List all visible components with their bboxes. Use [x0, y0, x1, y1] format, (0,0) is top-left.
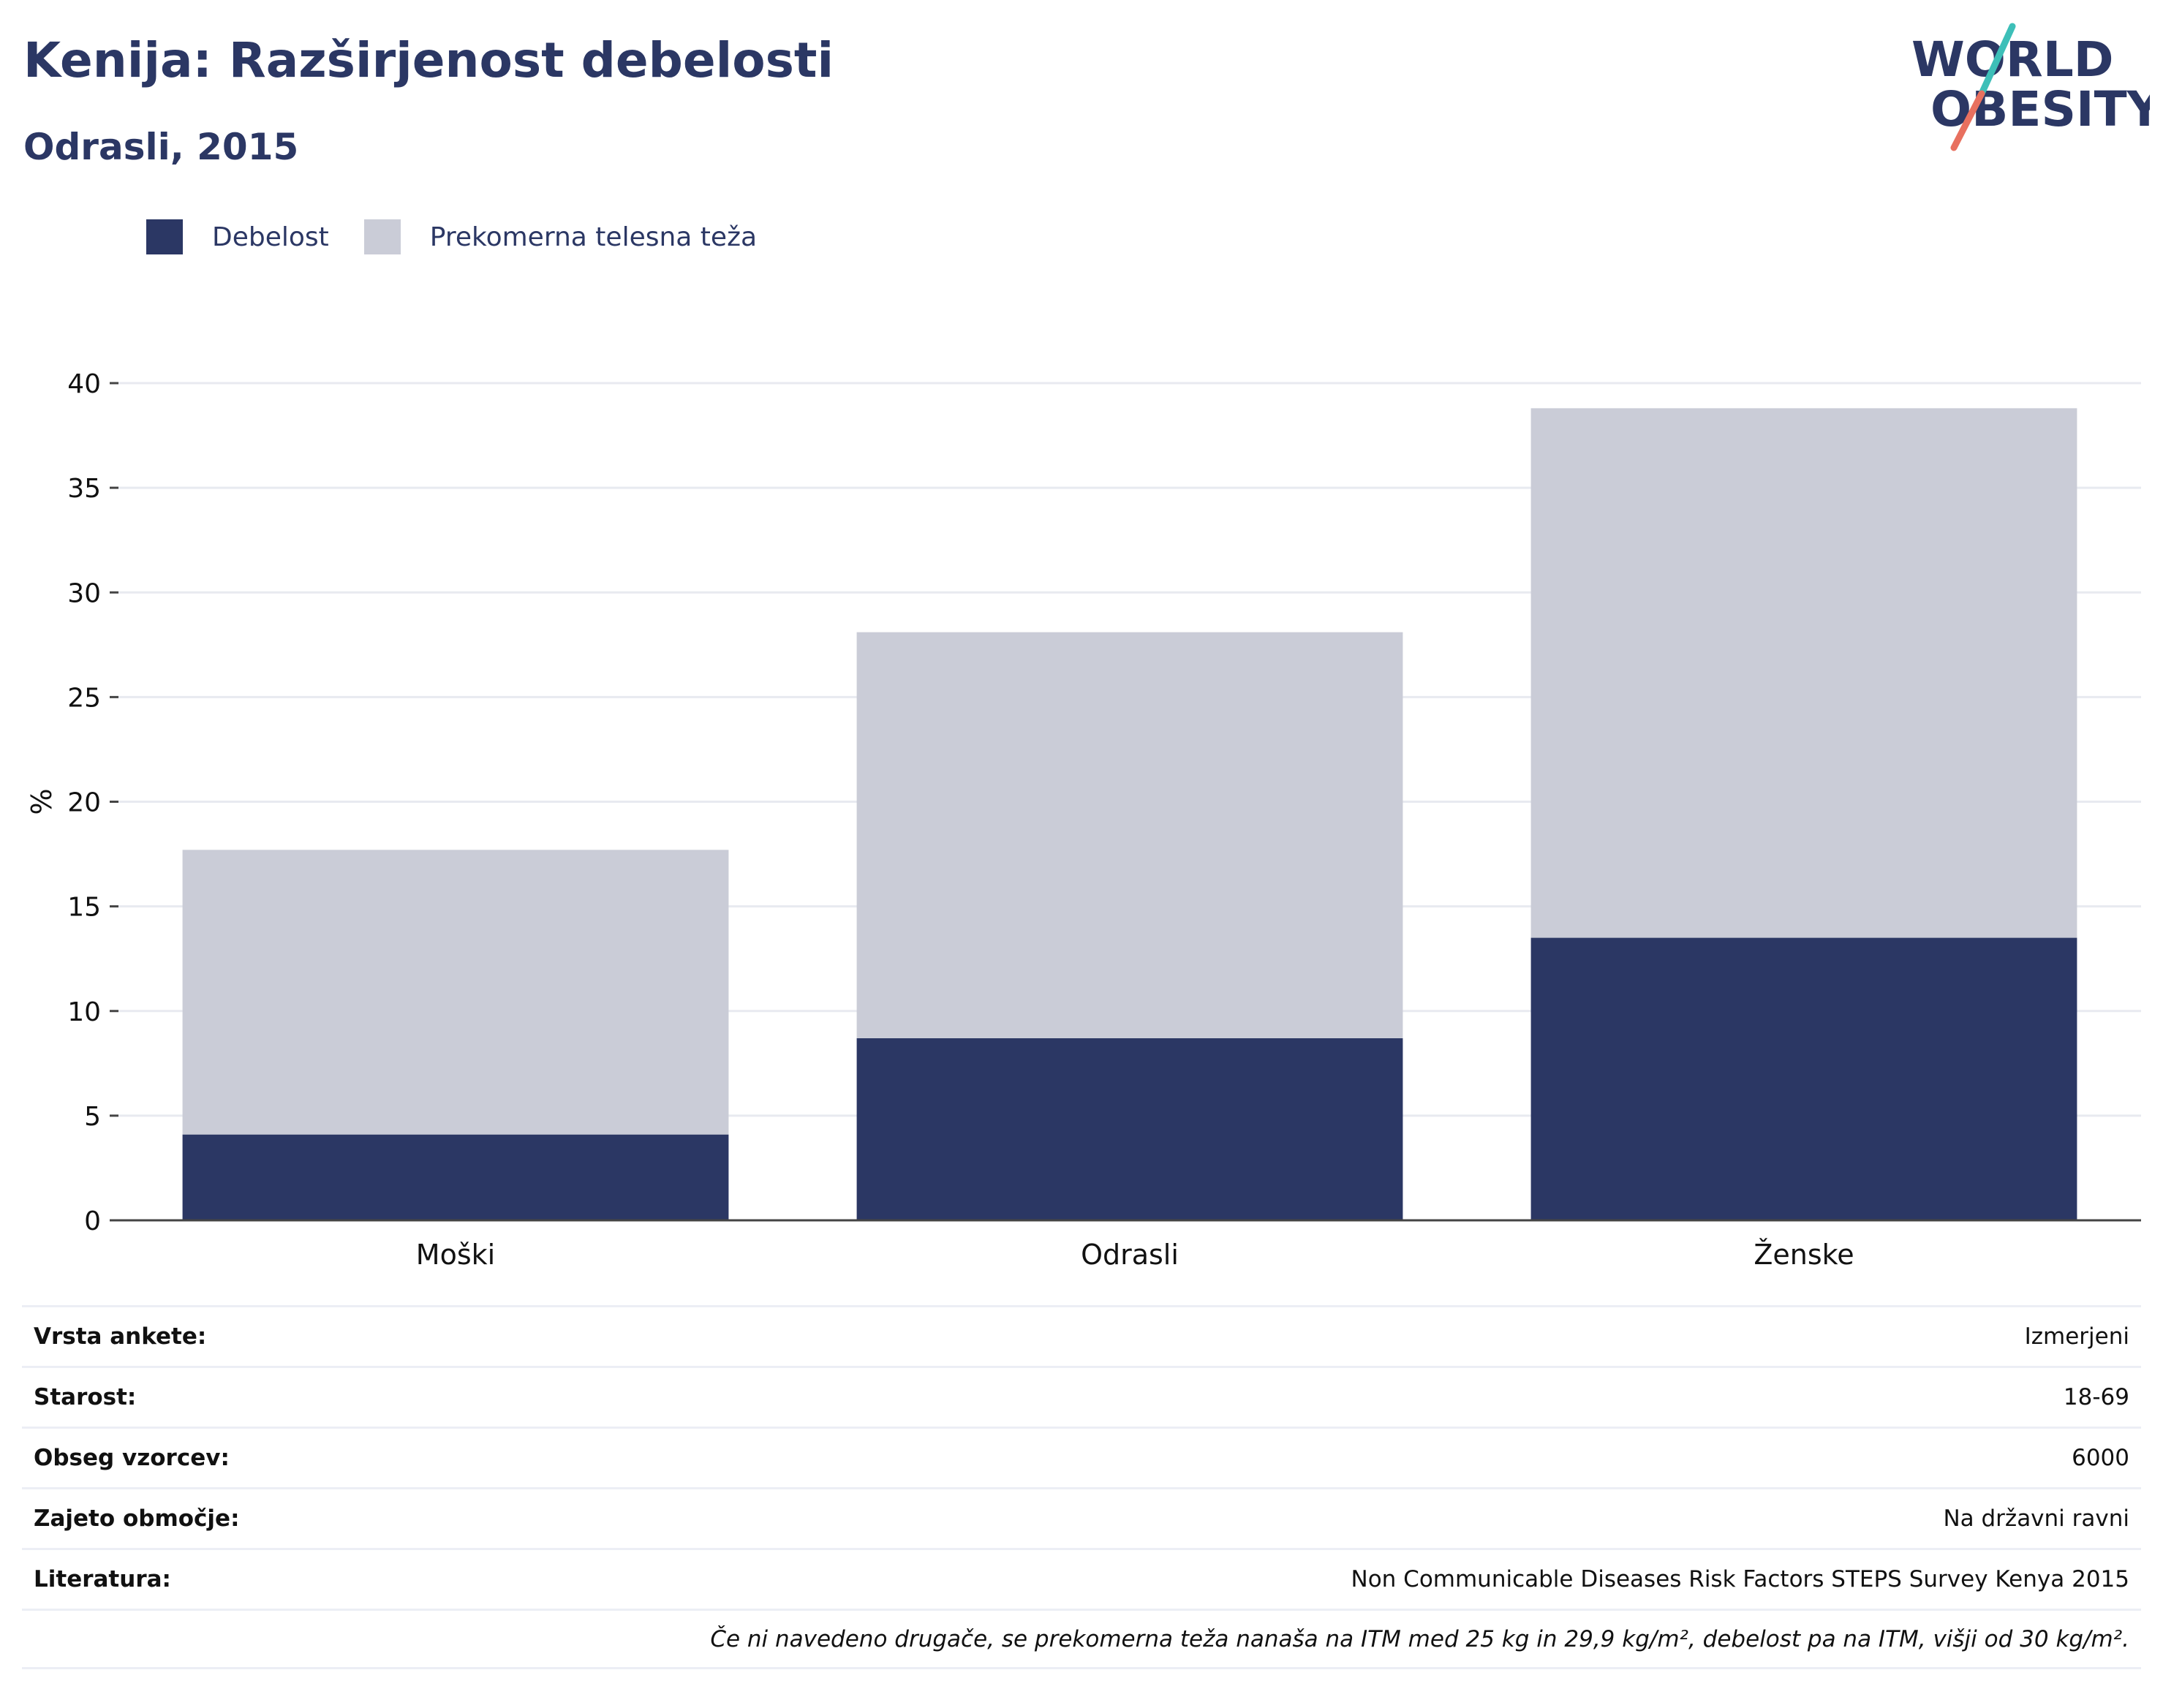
survey-info-table: Vrsta ankete: Izmerjeni Starost: 18-69 O… [22, 1305, 2141, 1669]
chart-subtitle: Odrasli, 2015 [23, 126, 299, 168]
info-value: 6000 [2072, 1445, 2129, 1471]
chart-title: Kenija: Razširjenost debelosti [23, 32, 834, 88]
y-tick-label: 5 [84, 1102, 101, 1132]
bar-chart: 0 5 10 15 20 25 30 35 40% Moški Odrasli Ženske [26, 369, 2141, 1271]
info-value: Izmerjeni [2024, 1323, 2129, 1350]
footnote: Če ni navedeno drugače, se prekomerna te… [710, 1625, 2129, 1652]
info-label: Vrsta ankete: [34, 1323, 207, 1350]
legend-item-debelost[interactable]: Debelost [146, 219, 329, 254]
info-value: 18-69 [2063, 1384, 2129, 1410]
bar-prekomerna-2 [1530, 408, 2077, 938]
info-row-age: Starost: 18-69 [22, 1366, 2141, 1427]
info-value: Non Communicable Diseases Risk Factors S… [1351, 1566, 2129, 1592]
legend-label-debelost: Debelost [212, 222, 329, 252]
x-tick-label: Moški [416, 1239, 495, 1271]
x-tick-label: Ženske [1754, 1239, 1854, 1271]
y-axis-label: % [26, 788, 58, 815]
y-tick-label: 30 [67, 578, 101, 608]
info-label: Starost: [34, 1384, 137, 1410]
bar-debelost-2 [1530, 937, 2077, 1220]
logo-slash-top [1978, 23, 2016, 97]
info-row-note: Če ni navedeno drugače, se prekomerna te… [22, 1609, 2141, 1669]
info-row-sample-size: Obseg vzorcev: 6000 [22, 1427, 2141, 1487]
x-tick-label: Odrasli [1081, 1239, 1179, 1271]
world-obesity-logo: WORLD OBESITY [1911, 23, 2150, 151]
bar-debelost-1 [856, 1038, 1403, 1220]
y-tick-label: 10 [67, 997, 101, 1027]
y-tick-label: 40 [67, 369, 101, 399]
info-label: Zajeto območje: [34, 1505, 240, 1532]
info-label: Literatura: [34, 1566, 171, 1592]
y-tick-label: 15 [67, 893, 101, 923]
legend-swatch-prekomerna [363, 219, 401, 254]
bar-prekomerna-0 [182, 850, 729, 1135]
legend-item-prekomerna[interactable]: Prekomerna telesna teža [363, 219, 758, 254]
y-tick-label: 0 [84, 1206, 101, 1236]
logo-line1: WORLD [1911, 31, 2114, 88]
bar-debelost-0 [182, 1134, 729, 1220]
legend-label-prekomerna: Prekomerna telesna teža [429, 222, 758, 252]
y-tick-label: 25 [67, 683, 101, 713]
info-row-reference: Literatura: Non Communicable Diseases Ri… [22, 1548, 2141, 1609]
y-tick-label: 20 [67, 788, 101, 818]
chart-legend: Debelost Prekomerna telesna teža [146, 218, 792, 256]
info-row-survey-type: Vrsta ankete: Izmerjeni [22, 1305, 2141, 1366]
info-label: Obseg vzorcev: [34, 1445, 230, 1471]
y-tick-label: 35 [67, 474, 101, 504]
info-row-area: Zajeto območje: Na državni ravni [22, 1487, 2141, 1548]
logo-slash-bottom [1950, 90, 1985, 151]
bar-prekomerna-1 [856, 632, 1403, 1038]
legend-swatch-debelost [146, 219, 183, 254]
info-value: Na državni ravni [1943, 1505, 2129, 1532]
